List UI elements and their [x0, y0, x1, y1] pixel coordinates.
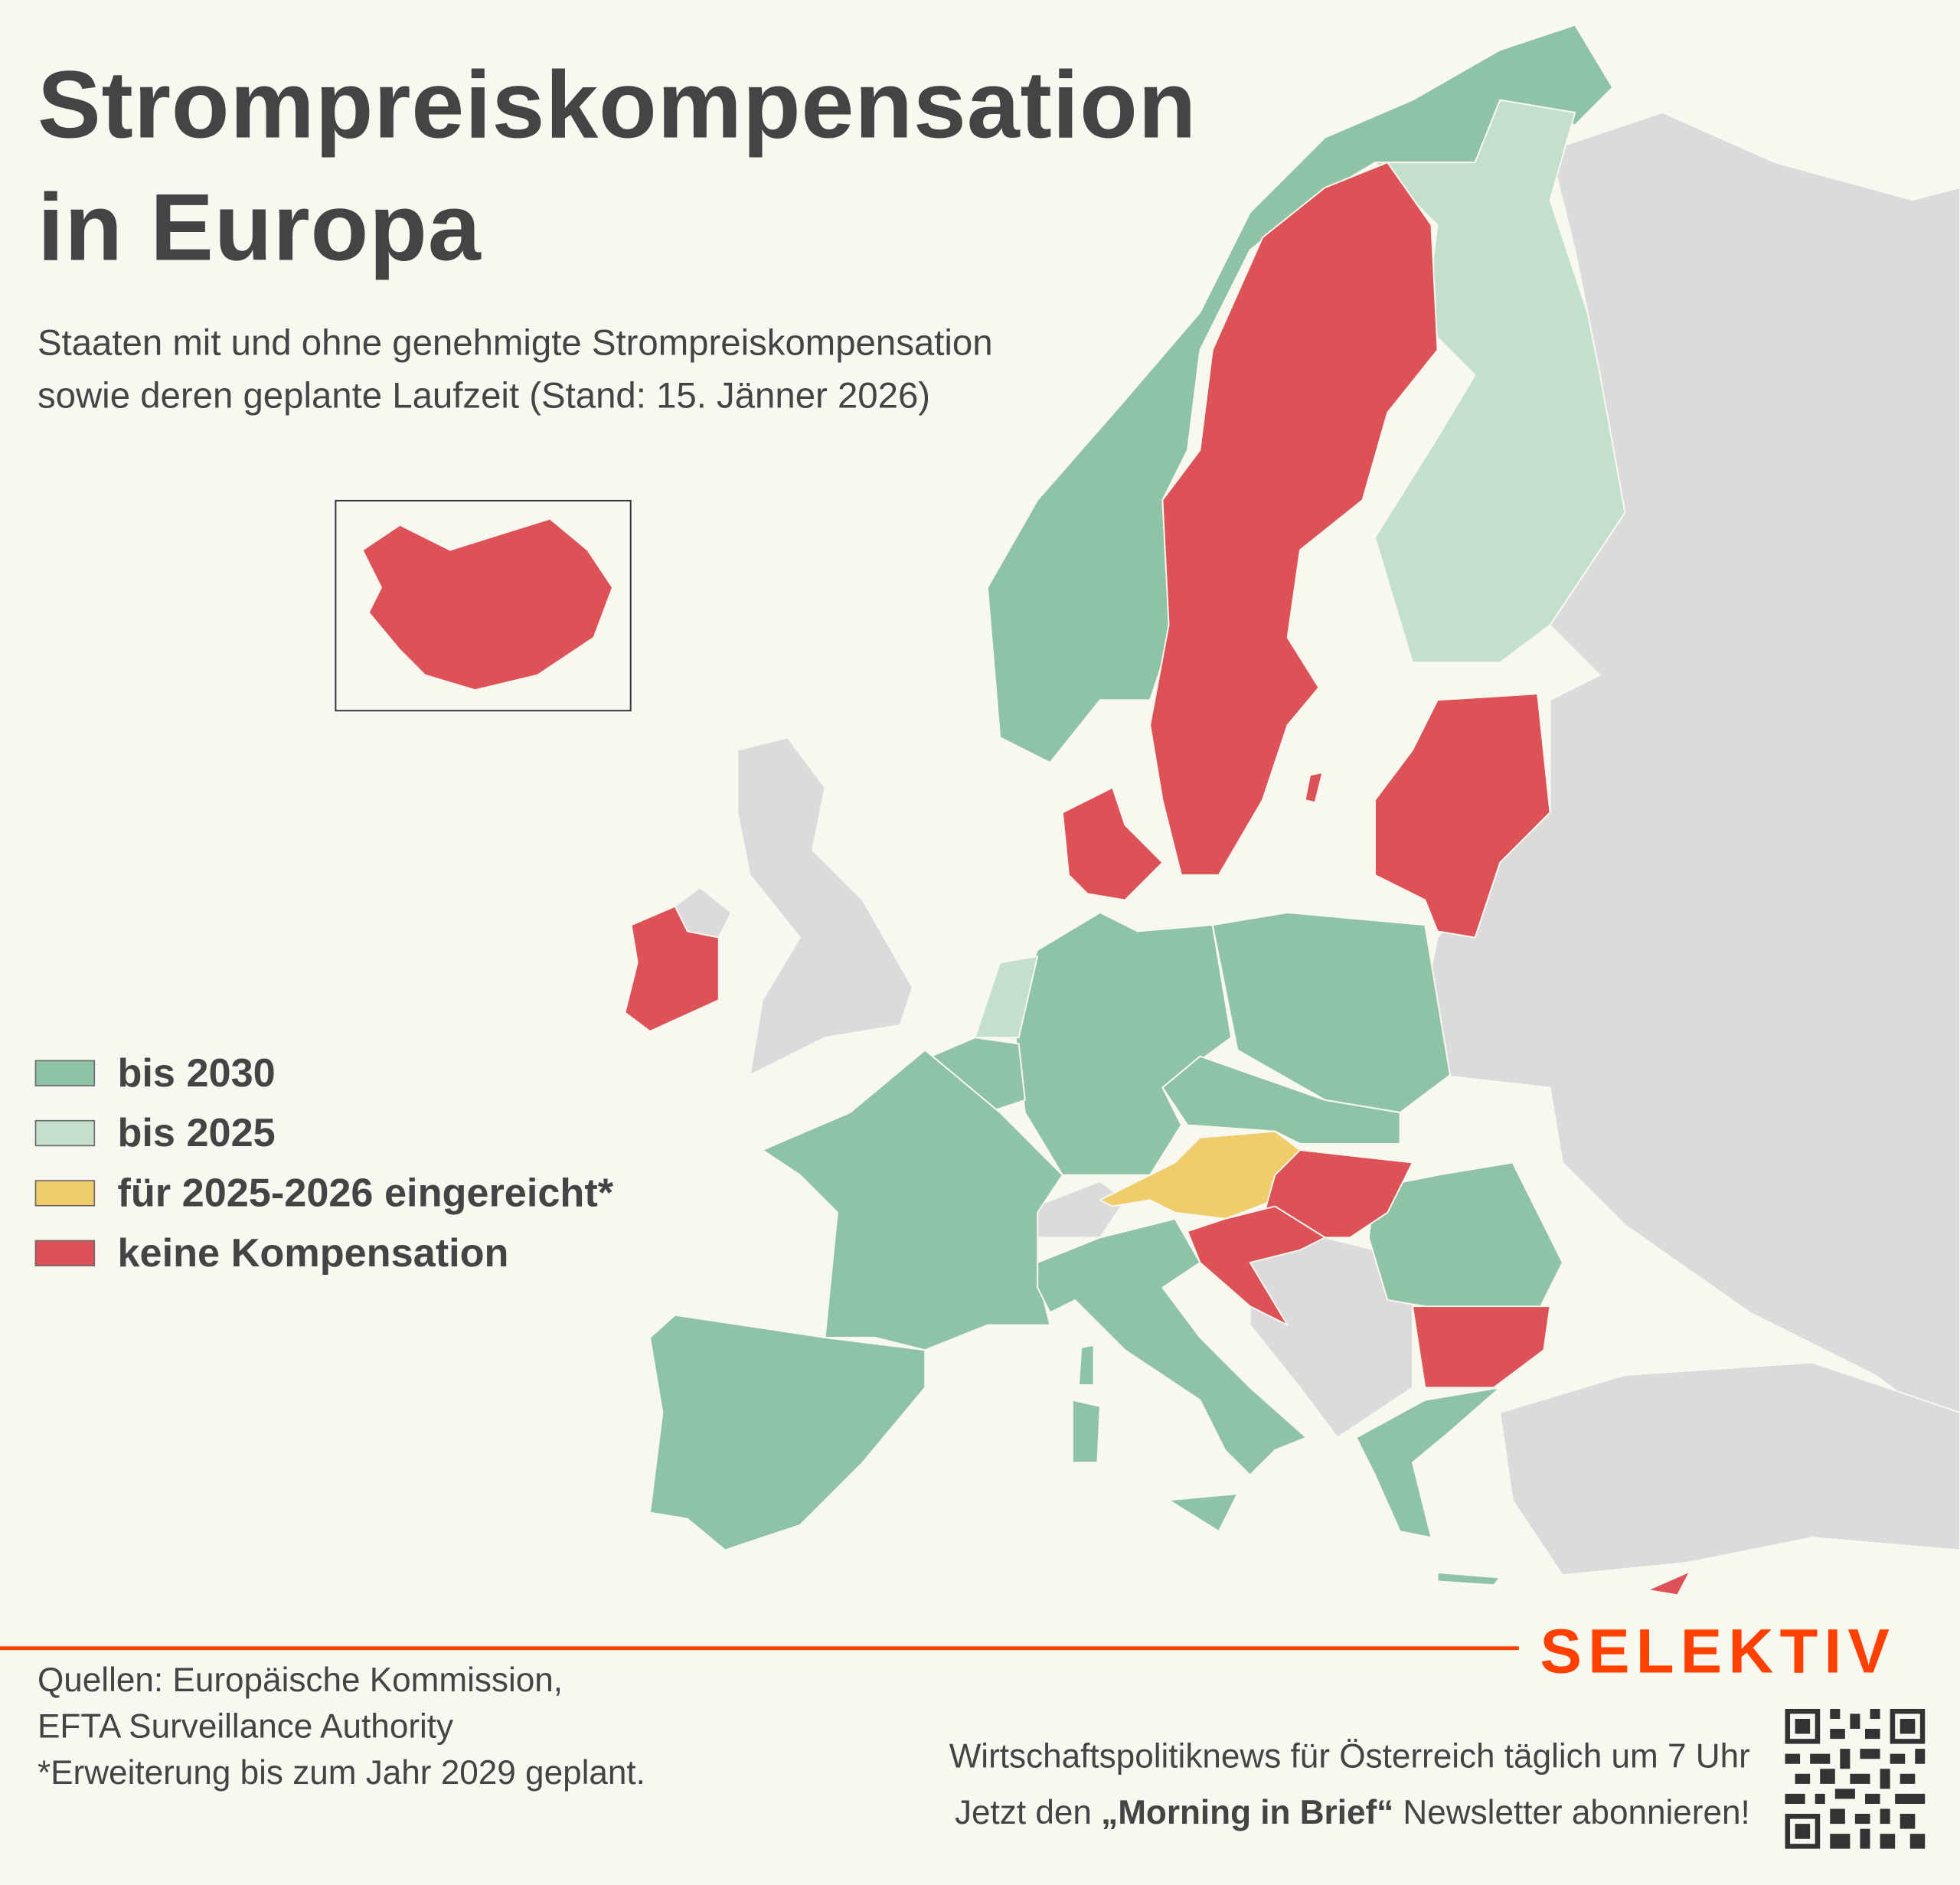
country-united-kingdom	[737, 737, 913, 1076]
countries-bis-2025	[974, 99, 1626, 1039]
title-line-1: Strompreiskompensation	[37, 52, 1197, 159]
country-baltic-states	[1374, 693, 1551, 939]
footnote: *Erweiterung bis zum Jahr 2029 geplant.	[37, 1753, 645, 1792]
island-sicily	[1168, 1493, 1239, 1533]
no-data-countries	[674, 111, 1960, 1576]
country-slovenia-croatia	[1187, 1205, 1326, 1326]
country-italy	[1037, 1217, 1308, 1476]
promo-line-2: Jetzt den „Morning in Brief“ Newsletter …	[949, 1785, 1750, 1841]
sources: Quellen: Europäische Kommission, EFTA Su…	[38, 1658, 645, 1796]
footer-divider	[0, 1646, 1519, 1651]
sources-line-1: Quellen: Europäische Kommission,	[37, 1661, 564, 1699]
legend-swatch	[34, 1179, 96, 1206]
iceland-inset	[335, 499, 632, 712]
country-czechia-slovakia	[1161, 1055, 1401, 1145]
legend-label: keine Kompensation	[117, 1229, 509, 1275]
country-spain-portugal	[649, 1314, 926, 1551]
page-title: Strompreiskompensation in Europa	[38, 45, 1197, 290]
country-poland	[1211, 911, 1451, 1114]
country-greece	[1355, 1387, 1501, 1539]
sources-line-2: EFTA Surveillance Authority	[37, 1707, 454, 1746]
qr-code-icon[interactable]	[1785, 1708, 1926, 1849]
legend-label: für 2025-2026 eingereicht*	[117, 1169, 614, 1215]
promo-line-1: Wirtschaftspolitiknews für Österreich tä…	[949, 1737, 1750, 1776]
country-cyprus	[1646, 1570, 1691, 1596]
legend-label: bis 2025	[117, 1109, 276, 1155]
subtitle-line-2: sowie deren geplante Laufzeit (Stand: 15…	[37, 376, 931, 417]
legend-item-bis-2025: bis 2025	[34, 1109, 276, 1155]
country-balkans	[1249, 1237, 1413, 1439]
legend-swatch	[34, 1119, 96, 1146]
country-france	[761, 1049, 1063, 1351]
promo-text: Newsletter abonnieren!	[1393, 1793, 1750, 1831]
legend-item-eingereicht: für 2025-2026 eingereicht*	[34, 1169, 613, 1214]
legend-item-bis-2030: bis 2030	[34, 1050, 276, 1094]
newsletter-promo: Wirtschaftspolitiknews für Österreich tä…	[949, 1729, 1750, 1841]
legend-label: bis 2030	[117, 1049, 276, 1095]
inset-frame	[335, 499, 632, 712]
country-sweden	[1149, 162, 1439, 876]
country-bulgaria	[1411, 1305, 1551, 1389]
island-crete	[1436, 1571, 1501, 1586]
newsletter-name: „Morning in Brief“	[1101, 1793, 1394, 1831]
countries-keine-kompensation	[624, 162, 1691, 1596]
legend-swatch	[34, 1059, 96, 1086]
island-gotland	[1304, 772, 1324, 804]
island-corsica	[1078, 1344, 1095, 1387]
country-germany	[1011, 911, 1233, 1176]
title-line-2: in Europa	[37, 175, 482, 282]
promo-text: Jetzt den	[955, 1793, 1102, 1831]
country-finland	[1374, 99, 1626, 664]
brand-logo: SELEKTIV	[1540, 1616, 1896, 1687]
country-ireland	[624, 905, 720, 1032]
subtitle-line-1: Staaten mit und ohne genehmigte Strompre…	[37, 323, 993, 364]
island-sardinia	[1071, 1399, 1101, 1464]
subtitle: Staaten mit und ohne genehmigte Strompre…	[38, 318, 993, 423]
country-iceland	[361, 518, 614, 691]
country-netherlands	[974, 956, 1039, 1039]
countries-bis-2030	[649, 24, 1614, 1586]
legend-swatch	[34, 1239, 96, 1266]
legend-item-keine-kompensation: keine Kompensation	[34, 1230, 509, 1275]
country-turkey	[1499, 1361, 1960, 1576]
country-denmark	[1061, 786, 1164, 901]
